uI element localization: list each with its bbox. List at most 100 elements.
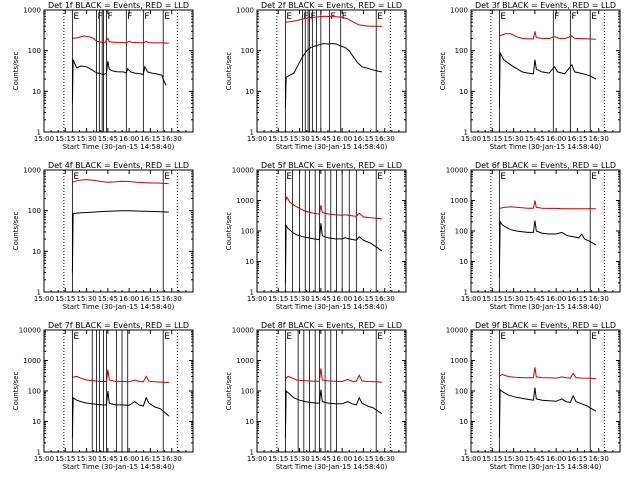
det-2f-x-tick-label: 15:30 <box>289 135 309 143</box>
det-1f-y-axis-label: Counts/sec <box>12 52 20 91</box>
det-2f-x-tick-label: 15:00 <box>247 135 267 143</box>
det-7f-x-tick-label: 16:00 <box>119 455 139 463</box>
det-1f-x-tick-label: 16:30 <box>162 135 182 143</box>
det-8f-series-lld <box>285 368 382 383</box>
det-2f-y-tick-label: 1000 <box>236 7 254 15</box>
det-8f-y-tick-label: 1 <box>250 449 254 457</box>
det-4f-x-tick-label: 15:30 <box>76 295 96 303</box>
det-4f-y-tick-label: 1 <box>37 289 41 297</box>
det-9f-y-tick-label: 100 <box>455 388 468 396</box>
det-3f-plot-frame <box>470 9 621 133</box>
det-8f-x-tick-label: 15:15 <box>268 455 288 463</box>
det-1f-x-tick-label: 15:00 <box>34 135 54 143</box>
det-9f-series-events <box>498 387 597 438</box>
det-6f-panel: Det 6f BLACK = Events, RED = LLD 1 10 100 10… <box>439 161 621 311</box>
det-5f-x-tick-label: 15:15 <box>268 295 288 303</box>
det-4f-y-tick-label: 100 <box>28 207 41 215</box>
det-2f-series-events <box>284 42 382 108</box>
det-2f-flag-label: F <box>342 12 347 22</box>
det-7f-series-lld <box>72 369 169 383</box>
det-2f-x-tick-label: 16:15 <box>353 135 373 143</box>
det-2f-panel: Det 2f BLACK = Events, RED = LLD 1 10 100 10… <box>225 1 407 151</box>
det-3f-y-tick-label: 1000 <box>450 7 468 15</box>
det-4f-x-tick-label: 16:30 <box>162 295 182 303</box>
det-7f-x-axis-label: Start Time (30-Jan-15 14:58:40) <box>63 463 175 471</box>
det-3f-flag-label: F <box>554 12 559 22</box>
det-6f-x-tick-label: 16:15 <box>567 295 587 303</box>
det-5f-series-events <box>284 223 383 283</box>
det-4f-x-tick-label: 15:45 <box>98 295 118 303</box>
det-4f-y-axis-label: Counts/sec <box>12 212 20 251</box>
det-2f-x-tick-label: 15:45 <box>311 135 331 143</box>
det-7f-y-tick-label: 100 <box>28 388 41 396</box>
det-2f-x-tick-label: 16:00 <box>332 135 352 143</box>
det-4f-title: Det 4f BLACK = Events, RED = LLD <box>48 161 189 170</box>
det-3f-series-events <box>498 52 597 108</box>
det-1f-x-axis-label: Start Time (30-Jan-15 14:58:40) <box>63 143 175 151</box>
det-4f-series-events <box>71 210 169 273</box>
det-6f-x-tick-label: 15:30 <box>503 295 523 303</box>
det-5f-flag-label: E <box>286 172 292 182</box>
det-7f-x-tick-label: 15:15 <box>55 455 75 463</box>
det-4f-x-axis-label: Start Time (30-Jan-15 14:58:40) <box>63 303 175 311</box>
det-9f-y-axis-label: Counts/sec <box>439 372 447 411</box>
det-1f-plot-frame <box>43 9 194 133</box>
det-7f-y-axis-label: Counts/sec <box>12 372 20 411</box>
det-6f-x-tick-label: 16:30 <box>589 295 609 303</box>
det-2f-title: Det 2f BLACK = Events, RED = LLD <box>261 1 402 10</box>
det-1f-flag-label: F <box>127 12 132 22</box>
det-8f-x-tick-label: 15:00 <box>247 455 267 463</box>
det-9f-title: Det 9f BLACK = Events, RED = LLD <box>475 321 616 330</box>
det-2f-plot-frame <box>256 9 407 133</box>
det-1f-x-tick-label: 16:15 <box>140 135 160 143</box>
det-2f-y-tick-label: 100 <box>241 47 254 55</box>
det-9f-panel: Det 9f BLACK = Events, RED = LLD 1 10 100 10… <box>439 321 621 471</box>
det-3f-x-tick-label: 16:30 <box>589 135 609 143</box>
det-1f-x-tick-label: 15:30 <box>76 135 96 143</box>
det-8f-plot-frame <box>256 329 407 453</box>
det-6f-y-tick-label: 100 <box>455 228 468 236</box>
det-5f-series-lld <box>284 195 382 220</box>
det-6f-title: Det 6f BLACK = Events, RED = LLD <box>475 161 616 170</box>
det-4f-y-tick-label: 1000 <box>23 167 41 175</box>
det-3f-x-tick-label: 16:15 <box>567 135 587 143</box>
det-8f-x-tick-label: 16:15 <box>353 455 373 463</box>
det-6f-x-tick-label: 15:00 <box>461 295 481 303</box>
det-1f-series-events <box>71 59 167 104</box>
det-2f-flag-label: F <box>303 12 308 22</box>
det-5f-x-axis-label: Start Time (30-Jan-15 14:58:40) <box>276 303 388 311</box>
det-8f-y-tick-label: 1000 <box>236 357 254 365</box>
det-8f-y-tick-label: 10000 <box>232 327 254 335</box>
det-6f-series-events <box>498 220 597 278</box>
det-2f-y-tick-label: 1 <box>250 129 254 137</box>
det-9f-x-tick-label: 16:30 <box>589 455 609 463</box>
det-7f-title: Det 7f BLACK = Events, RED = LLD <box>48 321 189 330</box>
det-6f-x-tick-label: 15:15 <box>482 295 502 303</box>
det-8f-y-tick-label: 10 <box>245 418 254 426</box>
det-1f-flag-label: F <box>98 12 103 22</box>
det-3f-x-tick-label: 15:45 <box>525 135 545 143</box>
det-9f-series-lld <box>499 367 596 380</box>
det-2f-flag-label: E <box>286 12 292 22</box>
det-7f-panel: Det 7f BLACK = Events, RED = LLD 1 10 100 10… <box>12 321 194 471</box>
det-8f-series-events <box>284 389 383 438</box>
det-9f-x-tick-label: 15:15 <box>482 455 502 463</box>
det-9f-y-tick-label: 10000 <box>446 327 468 335</box>
det-6f-y-tick-label: 10 <box>459 258 468 266</box>
det-8f-y-axis-label: Counts/sec <box>225 372 233 411</box>
det-3f-x-tick-label: 15:00 <box>461 135 481 143</box>
det-3f-x-tick-label: 16:00 <box>546 135 566 143</box>
det-7f-x-tick-label: 15:30 <box>76 455 96 463</box>
det-9f-flag-label: E <box>591 332 597 342</box>
det-7f-series-events <box>71 390 170 438</box>
det-1f-y-tick-label: 1000 <box>23 7 41 15</box>
det-3f-x-axis-label: Start Time (30-Jan-15 14:58:40) <box>490 143 602 151</box>
det-6f-y-tick-label: 1 <box>464 289 468 297</box>
det-1f-y-tick-label: 100 <box>28 47 41 55</box>
det-5f-x-tick-label: 15:00 <box>247 295 267 303</box>
det-7f-x-tick-label: 16:15 <box>140 455 160 463</box>
det-7f-y-tick-label: 10000 <box>19 327 41 335</box>
det-7f-y-tick-label: 1 <box>37 449 41 457</box>
det-3f-y-tick-label: 100 <box>455 47 468 55</box>
